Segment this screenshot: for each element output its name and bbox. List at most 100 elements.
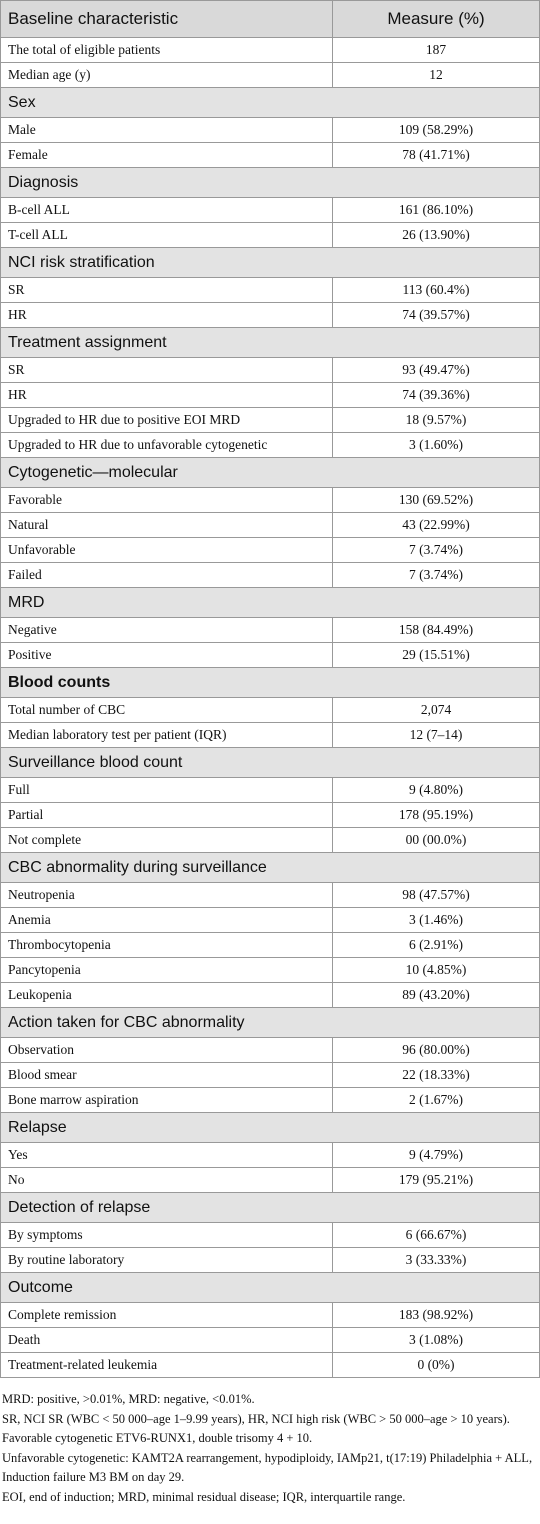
measure-cell: 3 (1.08%): [332, 1327, 540, 1353]
section-row: Diagnosis: [0, 167, 540, 198]
section-title: Relapse: [0, 1112, 540, 1143]
data-row: Yes 9 (4.79%): [0, 1142, 540, 1168]
measure-cell: 178 (95.19%): [332, 802, 540, 828]
data-row: Female 78 (41.71%): [0, 142, 540, 168]
section-row: Relapse: [0, 1112, 540, 1143]
measure-cell: 113 (60.4%): [332, 277, 540, 303]
measure-cell: 00 (00.0%): [332, 827, 540, 853]
measure-cell: 7 (3.74%): [332, 537, 540, 563]
data-row: Full 9 (4.80%): [0, 777, 540, 803]
data-row: Leukopenia 89 (43.20%): [0, 982, 540, 1008]
measure-cell: 74 (39.57%): [332, 302, 540, 328]
data-row: SR 113 (60.4%): [0, 277, 540, 303]
measure-cell: 7 (3.74%): [332, 562, 540, 588]
characteristic-cell: Leukopenia: [0, 982, 333, 1008]
characteristic-cell: Negative: [0, 617, 333, 643]
footnotes: MRD: positive, >0.01%, MRD: negative, <0…: [0, 1378, 540, 1507]
characteristic-cell: Natural: [0, 512, 333, 538]
data-row: Thrombocytopenia 6 (2.91%): [0, 932, 540, 958]
footnote: MRD: positive, >0.01%, MRD: negative, <0…: [2, 1392, 255, 1406]
measure-cell: 187: [332, 37, 540, 63]
section-title: MRD: [0, 587, 540, 618]
data-row: Not complete 00 (00.0%): [0, 827, 540, 853]
measure-cell: 9 (4.79%): [332, 1142, 540, 1168]
data-row: Upgraded to HR due to unfavorable cytoge…: [0, 432, 540, 458]
characteristic-cell: Blood smear: [0, 1062, 333, 1088]
characteristic-cell: Total number of CBC: [0, 697, 333, 723]
characteristic-cell: Male: [0, 117, 333, 143]
data-row: Blood smear 22 (18.33%): [0, 1062, 540, 1088]
measure-cell: 43 (22.99%): [332, 512, 540, 538]
data-row: Complete remission 183 (98.92%): [0, 1302, 540, 1328]
measure-cell: 74 (39.36%): [332, 382, 540, 408]
characteristic-cell: Bone marrow aspiration: [0, 1087, 333, 1113]
characteristic-cell: Partial: [0, 802, 333, 828]
section-row: NCI risk stratification: [0, 247, 540, 278]
characteristic-cell: Complete remission: [0, 1302, 333, 1328]
footnote: Favorable cytogenetic ETV6-RUNX1, double…: [2, 1431, 313, 1445]
characteristic-cell: The total of eligible patients: [0, 37, 333, 63]
measure-cell: 2 (1.67%): [332, 1087, 540, 1113]
characteristics-table: Baseline characteristic Measure (%) The …: [0, 0, 540, 1378]
data-row: Neutropenia 98 (47.57%): [0, 882, 540, 908]
footnote: SR, NCI SR (WBC < 50 000–age 1–9.99 year…: [2, 1411, 510, 1426]
measure-cell: 161 (86.10%): [332, 197, 540, 223]
characteristic-cell: HR: [0, 382, 333, 408]
characteristic-cell: Upgraded to HR due to unfavorable cytoge…: [0, 432, 333, 458]
characteristic-cell: Death: [0, 1327, 333, 1353]
section-title: CBC abnormality during surveillance: [0, 852, 540, 883]
characteristic-cell: Unfavorable: [0, 537, 333, 563]
data-row: Unfavorable 7 (3.74%): [0, 537, 540, 563]
data-row: Failed 7 (3.74%): [0, 562, 540, 588]
characteristic-cell: HR: [0, 302, 333, 328]
characteristic-cell: Observation: [0, 1037, 333, 1063]
section-row: Surveillance blood count: [0, 747, 540, 778]
section-title: Treatment assignment: [0, 327, 540, 358]
characteristic-cell: Full: [0, 777, 333, 803]
measure-cell: 130 (69.52%): [332, 487, 540, 513]
characteristic-cell: Yes: [0, 1142, 333, 1168]
measure-cell: 18 (9.57%): [332, 407, 540, 433]
header-cell: Measure (%): [332, 0, 540, 38]
data-row: Bone marrow aspiration 2 (1.67%): [0, 1087, 540, 1113]
section-title: NCI risk stratification: [0, 247, 540, 278]
characteristic-cell: Positive: [0, 642, 333, 668]
section-title: Diagnosis: [0, 167, 540, 198]
measure-cell: 6 (66.67%): [332, 1222, 540, 1248]
measure-cell: 3 (33.33%): [332, 1247, 540, 1273]
characteristic-cell: By symptoms: [0, 1222, 333, 1248]
characteristic-cell: Median laboratory test per patient (IQR): [0, 722, 333, 748]
measure-cell: 78 (41.71%): [332, 142, 540, 168]
characteristic-cell: Anemia: [0, 907, 333, 933]
header-cell: Baseline characteristic: [0, 0, 333, 38]
characteristic-cell: Favorable: [0, 487, 333, 513]
data-row: Favorable 130 (69.52%): [0, 487, 540, 513]
data-row: B-cell ALL 161 (86.10%): [0, 197, 540, 223]
table-body: The total of eligible patients 187 Median …: [0, 37, 540, 1378]
measure-cell: 3 (1.46%): [332, 907, 540, 933]
data-row: Median laboratory test per patient (IQR)…: [0, 722, 540, 748]
section-row: CBC abnormality during surveillance: [0, 852, 540, 883]
characteristic-cell: T-cell ALL: [0, 222, 333, 248]
measure-cell: 96 (80.00%): [332, 1037, 540, 1063]
header-row: Baseline characteristic Measure (%): [0, 0, 540, 38]
data-row: No 179 (95.21%): [0, 1167, 540, 1193]
data-row: Death 3 (1.08%): [0, 1327, 540, 1353]
measure-cell: 2,074: [332, 697, 540, 723]
measure-cell: 183 (98.92%): [332, 1302, 540, 1328]
characteristic-cell: Median age (y): [0, 62, 333, 88]
data-row: Male 109 (58.29%): [0, 117, 540, 143]
characteristic-cell: SR: [0, 357, 333, 383]
data-row: Anemia 3 (1.46%): [0, 907, 540, 933]
measure-cell: 12: [332, 62, 540, 88]
measure-cell: 12 (7–14): [332, 722, 540, 748]
data-row: HR 74 (39.36%): [0, 382, 540, 408]
measure-cell: 89 (43.20%): [332, 982, 540, 1008]
section-title: Outcome: [0, 1272, 540, 1303]
measure-cell: 109 (58.29%): [332, 117, 540, 143]
data-row: HR 74 (39.57%): [0, 302, 540, 328]
characteristic-cell: Failed: [0, 562, 333, 588]
section-row: Action taken for CBC abnormality: [0, 1007, 540, 1038]
characteristic-cell: Thrombocytopenia: [0, 932, 333, 958]
